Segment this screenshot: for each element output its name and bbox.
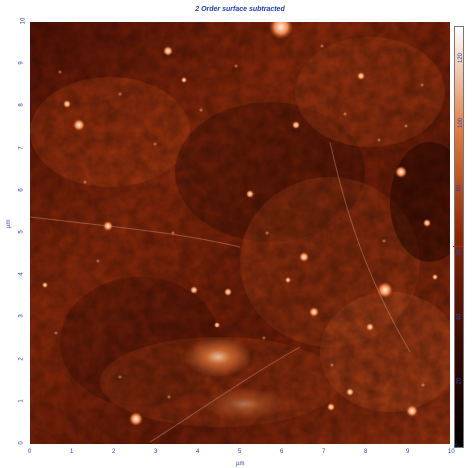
x-tick-label: 6 — [280, 449, 284, 455]
x-tick-label: 9 — [406, 449, 410, 455]
colorbar-tick-label: 120 — [458, 53, 465, 64]
y-tick-label: 9 — [18, 61, 25, 65]
afm-surface-map — [30, 22, 450, 444]
x-tick-label: 7 — [322, 449, 326, 455]
image-title: 2 Order surface subtracted — [195, 6, 285, 13]
x-tick-label: 4 — [196, 449, 200, 455]
y-tick-label: 10 — [20, 17, 27, 25]
x-tick-label: 8 — [364, 449, 368, 455]
y-tick-label: 1 — [18, 399, 25, 403]
x-tick-label: 2 — [112, 449, 116, 455]
colorbar-tick-label: 40 — [456, 313, 463, 321]
x-tick-label: 3 — [154, 449, 158, 455]
colorbar-tick-label: 80 — [456, 184, 463, 191]
y-tick-label: 6 — [18, 188, 25, 192]
colorbar-tick-label: 100 — [458, 117, 465, 128]
colorbar-tick-label: 20 — [456, 378, 463, 385]
x-tick-label: 0 — [28, 449, 32, 455]
x-tick-label: 10 — [448, 449, 455, 455]
x-axis-label: µm — [236, 461, 245, 467]
colorbar-marker — [453, 245, 463, 247]
afm-surface-map-svg — [30, 22, 450, 444]
y-tick-label: 2 — [18, 356, 25, 361]
y-tick-label: 0 — [18, 441, 25, 445]
y-tick-label: 5 — [18, 230, 25, 234]
x-tick-label: 5 — [238, 449, 242, 455]
colorbar-tick-label: 0 — [454, 444, 461, 448]
y-tick-label: 4 — [18, 272, 25, 276]
y-tick-label: 7 — [18, 145, 25, 150]
y-tick-label: 8 — [18, 103, 25, 108]
colorbar-gradient — [455, 27, 463, 447]
y-axis-label: µm — [6, 219, 12, 228]
colorbar-tick-label: 60 — [456, 248, 463, 256]
colorbar — [454, 26, 464, 448]
y-tick-label: 3 — [18, 314, 25, 319]
x-tick-label: 1 — [70, 449, 74, 455]
